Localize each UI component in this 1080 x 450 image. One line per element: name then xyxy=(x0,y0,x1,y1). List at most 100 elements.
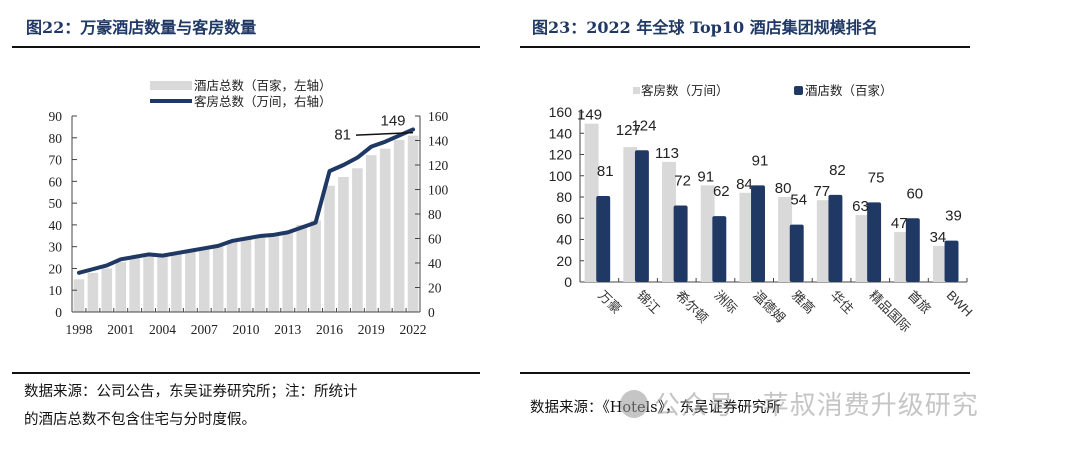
y-tick-label: 160 xyxy=(549,104,573,120)
bar-hotels-2019 xyxy=(365,155,377,312)
category-label-温德姆: 温德姆 xyxy=(750,288,788,326)
data-label-rooms-希尔顿: 113 xyxy=(655,145,679,162)
y-tick-label: 80 xyxy=(556,189,572,205)
data-label-rooms-2022: 149 xyxy=(380,112,405,129)
data-label-hotels-2022: 81 xyxy=(334,127,351,144)
bar-hotels-1999 xyxy=(87,272,99,312)
bar-hotels-2014 xyxy=(296,224,307,312)
bar-rooms-锦江 xyxy=(623,147,638,282)
bar-hotels-2020 xyxy=(379,148,391,312)
category-label-锦江: 锦江 xyxy=(634,288,663,317)
bar-hotels-2012 xyxy=(268,233,280,312)
wechat-icon xyxy=(620,390,648,418)
data-label-rooms-温德姆: 84 xyxy=(736,176,753,193)
watermark-text: 公众号 · 苹叔消费升级研究 xyxy=(654,391,979,421)
data-label-hotels-锦江: 124 xyxy=(631,117,656,134)
legend-label-rooms: 客房数（万间） xyxy=(641,83,729,98)
x-tick-label: 2007 xyxy=(191,322,218,337)
x-tick-label: 2013 xyxy=(274,322,301,337)
source-note: 数据来源：《Hotels》，东吴证券研究所 xyxy=(530,400,781,416)
bar-hotels-温德姆 xyxy=(751,185,765,282)
bar-hotels-锦江 xyxy=(634,150,649,282)
bar-hotels-1998 xyxy=(73,279,85,312)
bar-rooms-BWH xyxy=(932,245,947,282)
bar-hotels-2000 xyxy=(101,268,113,312)
watermark: 公众号 · 苹叔消费升级研究 xyxy=(620,385,979,422)
legend-swatch-hotels xyxy=(150,81,192,90)
bar-rooms-首旅 xyxy=(894,232,909,282)
category-label-雅高: 雅高 xyxy=(789,288,818,317)
legend-swatch-rooms xyxy=(150,99,192,103)
data-label-rooms-洲际: 91 xyxy=(697,168,714,185)
top10-hotel-groups-chart: 客房数（万间） 酒店数（百家） 0 20 40 60 80 100 120 140 160 149 81… xyxy=(549,83,976,335)
left-tick-label: 40 xyxy=(49,218,63,233)
category-label-洲际: 洲际 xyxy=(711,288,740,317)
bar-hotels-2004 xyxy=(157,255,168,312)
category-label-希尔顿: 希尔顿 xyxy=(673,288,711,326)
left-tick-label: 0 xyxy=(55,305,62,320)
legend-label-hotels: 酒店总数（百家，左轴） xyxy=(194,78,332,93)
data-label-rooms-BWH: 34 xyxy=(930,229,947,246)
data-label-rooms-雅高: 80 xyxy=(775,180,792,197)
bar-hotels-2001 xyxy=(115,261,127,312)
bar-hotels-雅高 xyxy=(789,224,804,282)
category-label-首旅: 首旅 xyxy=(905,288,934,317)
bar-hotels-2009 xyxy=(226,240,238,312)
title-divider xyxy=(12,46,480,48)
data-label-hotels-首旅: 60 xyxy=(906,185,923,202)
data-label-rooms-华住: 77 xyxy=(813,183,830,200)
bar-hotels-2003 xyxy=(143,255,154,312)
bar-hotels-首旅 xyxy=(905,218,920,282)
x-tick-label: 2010 xyxy=(233,322,260,337)
data-label-rooms-精品国际: 63 xyxy=(852,198,869,215)
data-label-rooms-万豪: 149 xyxy=(577,107,602,124)
data-label-hotels-BWH: 39 xyxy=(945,208,962,225)
bar-hotels-2002 xyxy=(129,257,140,312)
data-label-hotels-希尔顿: 72 xyxy=(674,173,691,190)
bar-hotels-洲际 xyxy=(712,216,727,282)
y-tick-label: 140 xyxy=(549,125,573,141)
right-tick-label: 60 xyxy=(428,232,442,247)
left-tick-label: 80 xyxy=(49,131,63,146)
y-tick-label: 20 xyxy=(556,253,572,269)
right-tick-label: 80 xyxy=(428,207,442,222)
y-tick-label: 120 xyxy=(549,147,573,163)
bar-hotels-BWH xyxy=(944,240,959,282)
bar-hotels-华住 xyxy=(828,194,843,282)
bar-rooms-洲际 xyxy=(700,185,715,282)
bar-hotels-2013 xyxy=(282,231,294,312)
figure-22-title: 图22：万豪酒店数量与客房数量 xyxy=(26,18,257,37)
y-tick-label: 0 xyxy=(564,274,572,290)
category-label-BWH: BWH xyxy=(944,288,976,320)
data-label-rooms-首旅: 47 xyxy=(891,215,908,232)
data-label-hotels-华住: 82 xyxy=(829,162,846,179)
data-label-rooms-锦江: 127 xyxy=(616,122,641,139)
left-tick-label: 50 xyxy=(49,196,63,211)
bar-hotels-希尔顿 xyxy=(673,205,688,282)
bar-rooms-雅高 xyxy=(778,197,793,282)
data-label-hotels-洲际: 62 xyxy=(713,183,730,200)
data-label-hotels-雅高: 54 xyxy=(790,192,807,209)
left-tick-label: 60 xyxy=(49,174,63,189)
bar-hotels-2017 xyxy=(338,176,349,312)
bar-rooms-万豪 xyxy=(584,123,599,282)
bar-hotels-2015 xyxy=(310,220,321,312)
title-divider xyxy=(520,46,970,48)
bar-hotels-2007 xyxy=(198,248,210,312)
line-rooms xyxy=(76,127,416,275)
bar-rooms-温德姆 xyxy=(739,192,754,282)
category-label-万豪: 万豪 xyxy=(595,288,624,317)
bar-hotels-2011 xyxy=(254,235,266,312)
legend-swatch-hotels xyxy=(794,86,803,95)
right-tick-label: 120 xyxy=(428,158,449,173)
y-tick-label: 100 xyxy=(549,168,573,184)
annotation-leader-hotels xyxy=(355,131,414,136)
bar-hotels-2008 xyxy=(212,244,224,312)
source-line-1: 数据来源：公司公告，东吴证券研究所；注：所统计 xyxy=(24,384,358,400)
left-tick-label: 30 xyxy=(49,240,63,255)
x-tick-label: 2004 xyxy=(149,322,176,337)
bar-hotels-2006 xyxy=(185,251,196,312)
x-tick-label: 1998 xyxy=(65,322,92,337)
source-note: 数据来源：公司公告，东吴证券研究所；注：所统计 的酒店总数不包含住宅与分时度假。 xyxy=(24,378,358,434)
figure-23-title: 图23：2022 年全球 Top10 酒店集团规模排名 xyxy=(532,18,878,37)
